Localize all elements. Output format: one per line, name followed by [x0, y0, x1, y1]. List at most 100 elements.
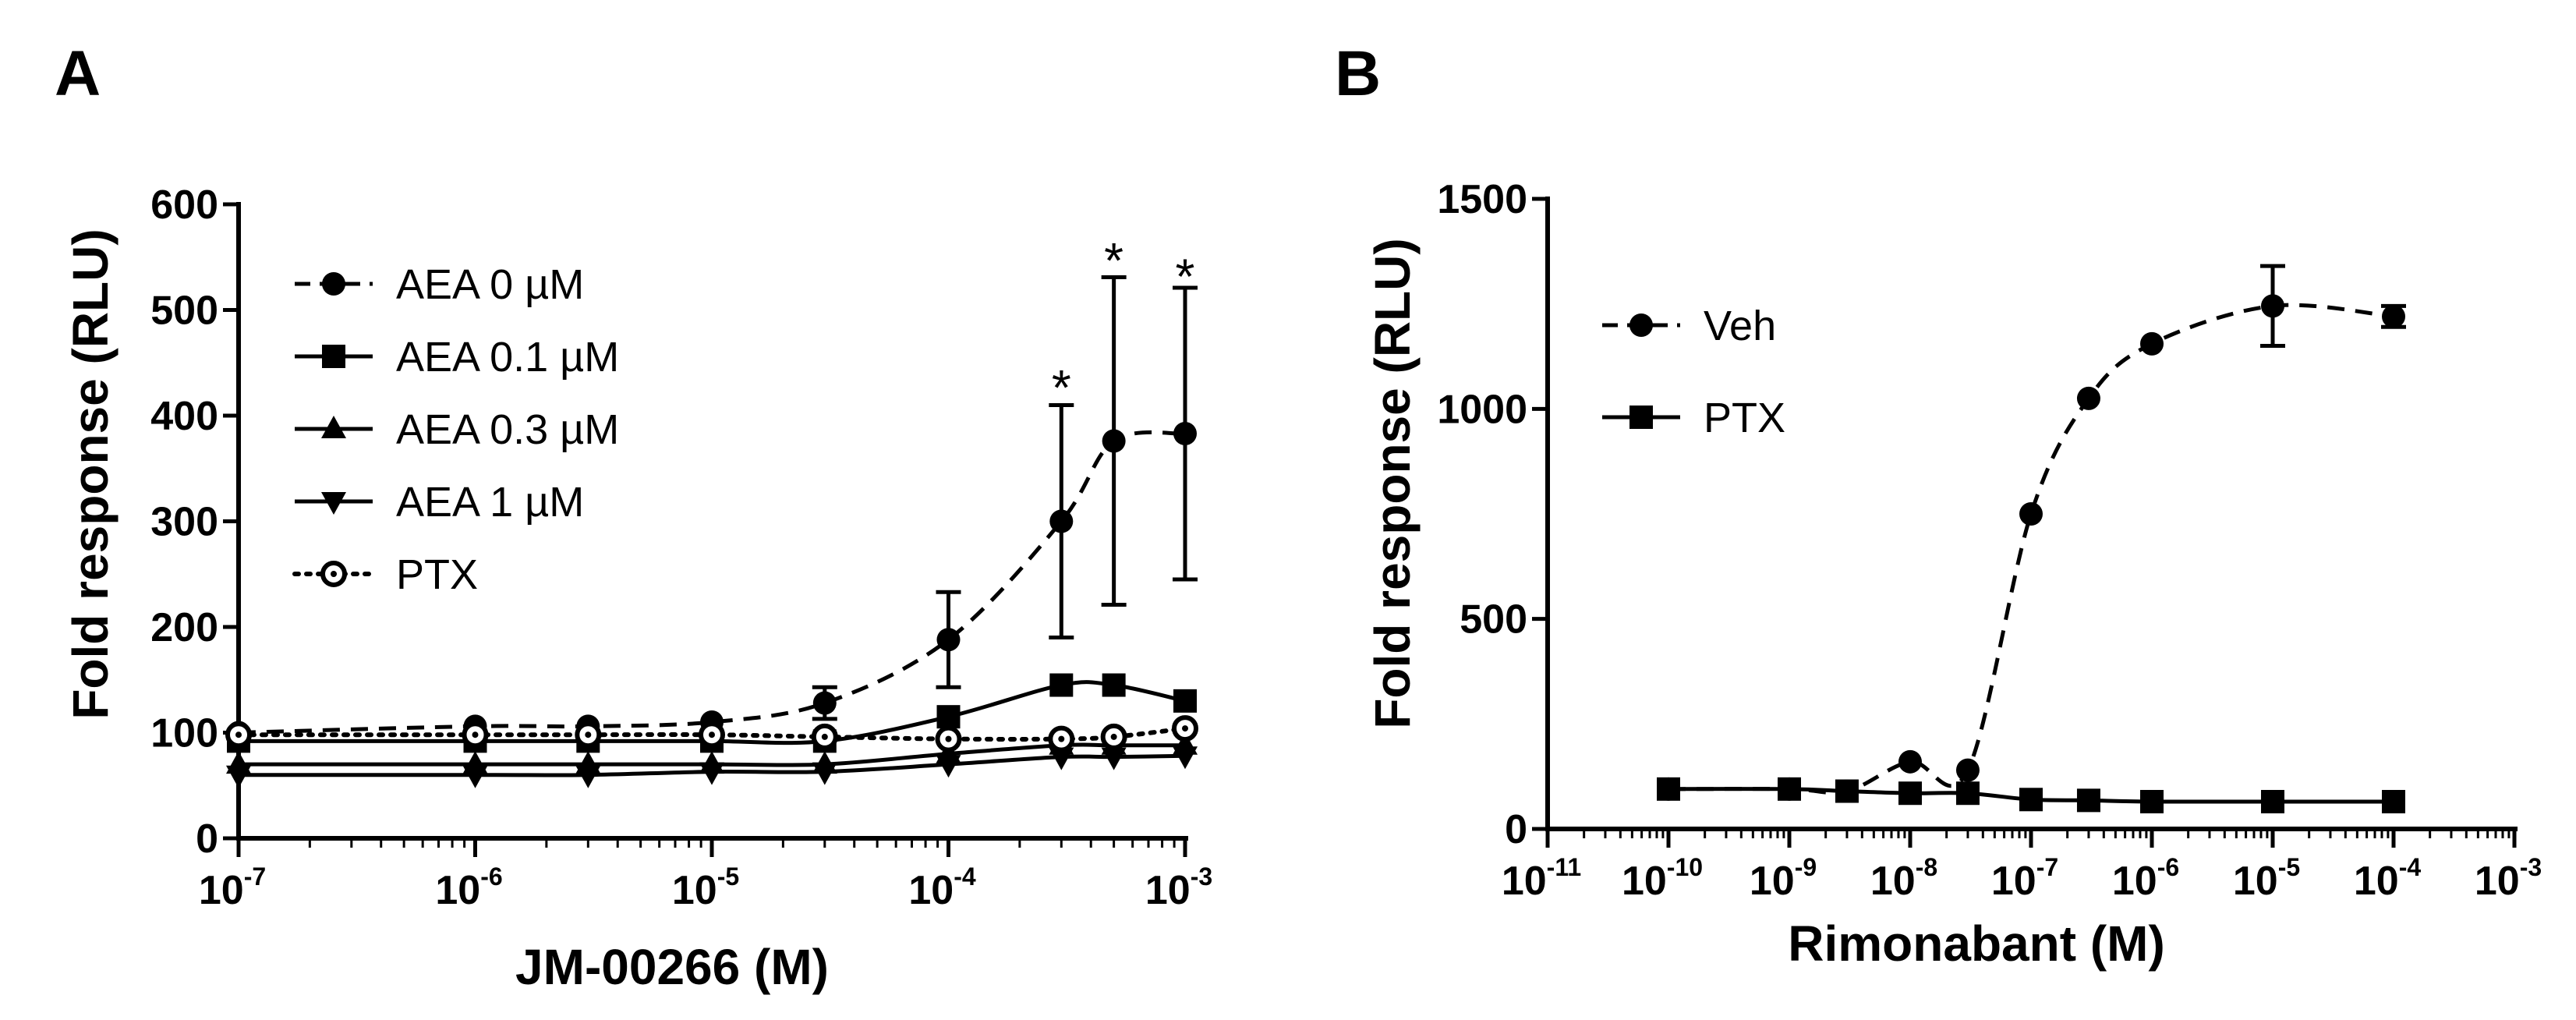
panel-b-series-veh-point: [2019, 502, 2043, 526]
panel-b-series-ptx-point: [1657, 777, 1680, 801]
panel-a-legend-entry-aea-0-3-um: AEA 0.3 µM: [295, 406, 619, 453]
panel-b-legend-label: Veh: [1704, 303, 1776, 349]
panel-a-x-tick-label: 10-4: [908, 862, 976, 913]
panel-a-series-aea-1-um-point: [462, 765, 488, 788]
panel-a-y-tick-label: 300: [150, 500, 218, 545]
panel-b-series-ptx-point: [2076, 788, 2100, 813]
panel-b-x-tick-label: 10-11: [1502, 853, 1581, 904]
panel-a-legend-marker: [321, 492, 346, 515]
panel-a-y-tick-label: 100: [150, 711, 218, 756]
panel-b-x-tick-label: 10-5: [2233, 853, 2300, 904]
panel-a-y-tick-label: 600: [150, 182, 218, 228]
panel-b-series-ptx-point: [2019, 788, 2043, 812]
panel-a-series-aea-1-um-point: [1101, 747, 1127, 770]
panel-a-series-aea-0-1-um-point: [936, 705, 961, 729]
panel-b-legend-marker: [1629, 313, 1653, 337]
panel-a-legend-label: PTX: [396, 551, 478, 598]
panel-b-y-tick-label: 500: [1460, 597, 1527, 643]
panel-b-series-ptx: [1657, 777, 2405, 813]
panel-a-legend-marker: [320, 561, 347, 587]
panel-b-series-veh-point: [2140, 331, 2164, 356]
panel-a-series-aea-1-um-point: [575, 765, 601, 788]
panel-a-series-aea-0-1-um-point: [1102, 673, 1126, 697]
panel-a-series-ptx-point: [811, 723, 838, 750]
panel-b-series-ptx-point: [1835, 779, 1859, 803]
panel-a-series-aea-1-um-point: [1173, 746, 1198, 770]
panel-b-series-ptx-point: [1955, 781, 1980, 806]
panel-a-series-ptx-point: [1100, 723, 1127, 750]
panel-b-x-tick-label: 10-8: [1870, 853, 1937, 904]
panel-a-label: A: [55, 38, 101, 109]
panel-b-series-veh-point: [2076, 386, 2100, 410]
panel-b-x-tick-label: 10-7: [1991, 853, 2058, 904]
panel-a-series-aea-1-um-point: [1049, 747, 1074, 770]
panel-a-series-ptx-point: [225, 721, 252, 749]
panel-a-series-aea-0-1-um-point: [1049, 673, 1074, 697]
panel-a-y-tick-label: 0: [196, 816, 218, 862]
panel-b-y-tick-label: 0: [1505, 807, 1527, 852]
panel-b-x-tick-label: 10-3: [2475, 853, 2542, 904]
panel-a-legend-entry-ptx: PTX: [292, 551, 478, 598]
panel-b-series-veh-line: [1668, 303, 2394, 795]
panel-a-series-aea-0-um-point: [1049, 509, 1074, 533]
panel-a-series-ptx-point: [935, 725, 962, 753]
panel-b-series-ptx-point: [2261, 789, 2284, 813]
panel-b-legend-entry-veh: Veh: [1602, 303, 1776, 349]
panel-b-legend-marker: [1629, 406, 1653, 429]
panel-a-series-aea-1-um: [226, 746, 1198, 788]
panel-b-x-tick-label: 10-4: [2354, 853, 2422, 904]
panel-b-series-ptx-line: [1668, 787, 2394, 804]
panel-b-series-veh-point: [2261, 294, 2284, 318]
panel-a-y-tick-label: 400: [150, 394, 218, 439]
panel-b-y-tick-label: 1500: [1437, 177, 1527, 222]
panel-b-series-ptx-point: [1778, 777, 1801, 801]
panel-b-series-veh-point: [1898, 749, 1922, 774]
panel-a-significance-asterisk: *: [1104, 232, 1123, 289]
panel-a-legend-label: AEA 0.1 µM: [396, 334, 619, 381]
panel-a-series-aea-0-um-point: [1102, 429, 1126, 453]
panel-a: A Fold response (RLU) JM-00266 (M) 0 100 2…: [55, 38, 1212, 995]
panel-a-series-aea-0-1-um-point: [1173, 689, 1197, 713]
panel-a-x-tick-label: 10-3: [1145, 862, 1212, 913]
panel-b-x-tick-label: 10-10: [1622, 853, 1703, 904]
panel-b-xlabel: Rimonabant (M): [1788, 916, 2165, 972]
panel-b-series-ptx-point: [2140, 789, 2164, 813]
panel-a-series-aea-0-um-point: [936, 628, 961, 652]
panel-b-series-ptx-point: [1898, 781, 1922, 806]
panel-a-legend-label: AEA 0 µM: [396, 261, 584, 308]
panel-a-series-ptx-point: [462, 721, 489, 749]
panel-b-y-tick-label: 1000: [1437, 387, 1527, 432]
panel-a-series-aea-1-um-point: [936, 755, 961, 778]
panel-b-label: B: [1335, 38, 1381, 109]
panel-a-significance-asterisk: *: [1052, 359, 1071, 416]
panel-a-plot: 0 100 200 300 400 500 600 10-7 10-6 10-5 10-4 10-3 A…: [150, 182, 1212, 913]
panel-b-plot: 0 500 1000 1500 10-11 10-10 10-9 10-8 10-7 10-6 10…: [1437, 177, 2542, 904]
panel-a-series-aea-1-um-point: [699, 762, 724, 785]
panel-a-xlabel: JM-00266 (M): [515, 939, 829, 995]
panel-a-series-ptx-point: [1048, 725, 1075, 753]
panel-a-y-tick-label: 200: [150, 605, 218, 650]
panel-b-series-ptx-point: [2382, 789, 2405, 813]
panel-b: B Fold response (RLU) Rimonabant (M) 0 50…: [1335, 38, 2542, 972]
panel-b-legend-label: PTX: [1704, 395, 1785, 441]
panel-a-legend-marker: [322, 345, 345, 368]
panel-b-series-veh-point: [1955, 758, 1980, 782]
panel-a-series-aea-1-um-point: [812, 762, 837, 785]
panel-a-legend-label: AEA 0.3 µM: [396, 406, 619, 453]
panel-a-series-aea-1-um-point: [226, 765, 251, 788]
panel-a-ylabel: Fold response (RLU): [62, 228, 119, 719]
panel-a-series-ptx-point: [1172, 715, 1198, 742]
panel-b-series-veh-point: [2382, 304, 2405, 328]
panel-a-series-aea-0-um-point: [1173, 422, 1197, 446]
panel-a-legend-entry-aea-1-um: AEA 1 µM: [295, 479, 584, 526]
panel-a-x-tick-label: 10-5: [672, 862, 739, 913]
panel-b-legend-entry-ptx: PTX: [1602, 395, 1785, 441]
panel-b-ylabel: Fold response (RLU): [1364, 238, 1421, 728]
panel-a-series-aea-0-um-point: [812, 691, 837, 715]
panel-a-legend-marker: [321, 416, 346, 438]
panel-a-legend-entry-aea-0-um: AEA 0 µM: [295, 261, 584, 308]
panel-b-x-tick-label: 10-6: [2112, 853, 2179, 904]
panel-a-series-ptx: [225, 715, 1198, 753]
panel-a-legend-marker: [322, 272, 345, 296]
